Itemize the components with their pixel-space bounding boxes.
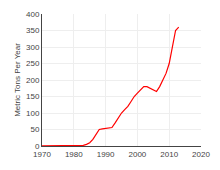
svg-text:Metric Tons Per Year: Metric Tons Per Year xyxy=(13,43,22,117)
svg-text:2010: 2010 xyxy=(160,150,178,159)
svg-text:250: 250 xyxy=(26,59,40,68)
svg-text:2020: 2020 xyxy=(192,150,210,159)
svg-text:350: 350 xyxy=(26,26,40,35)
svg-text:300: 300 xyxy=(26,43,40,52)
svg-text:400: 400 xyxy=(26,10,40,19)
svg-text:1980: 1980 xyxy=(65,150,83,159)
svg-text:1990: 1990 xyxy=(97,150,115,159)
svg-text:100: 100 xyxy=(26,109,40,118)
svg-text:200: 200 xyxy=(26,76,40,85)
svg-text:150: 150 xyxy=(26,92,40,101)
svg-text:1970: 1970 xyxy=(33,150,51,159)
svg-text:2000: 2000 xyxy=(129,150,147,159)
svg-text:0: 0 xyxy=(35,142,40,151)
svg-text:50: 50 xyxy=(30,125,39,134)
